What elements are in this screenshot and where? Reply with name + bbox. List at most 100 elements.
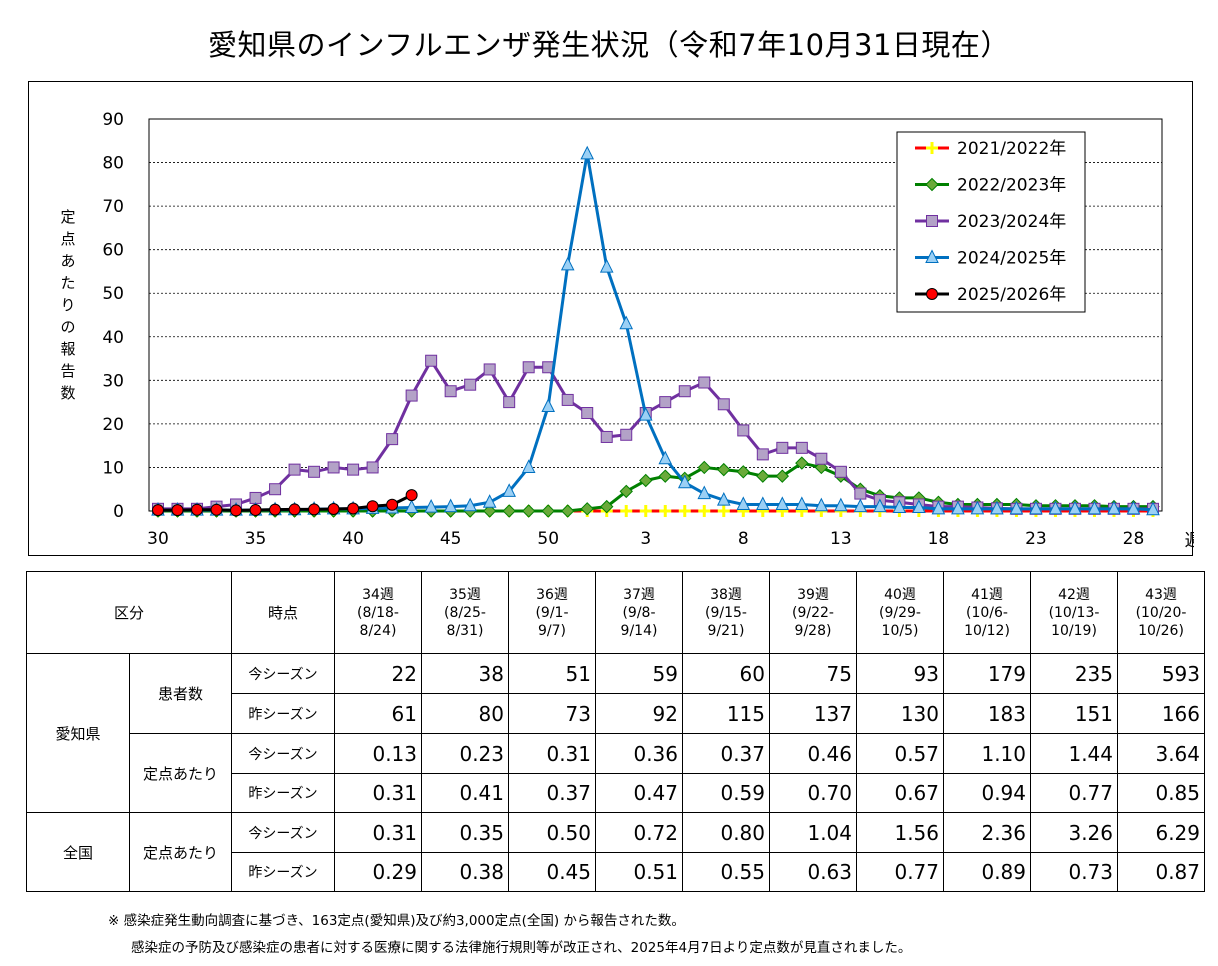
data-table: 区分 時点 34週 (8/18- 8/24) 35週 (8/25- 8/31) 36週 (9/… (26, 571, 1205, 892)
y-axis-label-char: の (60, 318, 76, 336)
y-tick-label: 20 (102, 415, 124, 435)
data-point-3 (638, 407, 653, 421)
week-header-line: 10/19) (1051, 622, 1097, 639)
data-point-2 (756, 448, 769, 461)
table-cell: 0.31 (334, 812, 422, 853)
data-point-1 (795, 456, 809, 470)
data-point-1 (560, 504, 575, 518)
x-tick-label: 3 (640, 529, 651, 549)
data-point-3 (424, 498, 438, 513)
data-point-4 (210, 503, 223, 516)
table-cell: 151 (1030, 693, 1118, 734)
data-point-4 (269, 503, 282, 516)
data-point-1 (619, 484, 633, 499)
data-point-4 (249, 503, 262, 516)
label-last-season: 昨シーズン (231, 693, 335, 734)
data-point-4 (386, 498, 399, 511)
table-cell: 0.29 (334, 852, 422, 892)
data-point-3 (755, 496, 770, 510)
data-point-3 (795, 496, 809, 510)
page-title: 愛知県のインフルエンザ発生状況（令和7年10月31日現在） (208, 28, 1010, 62)
table-cell: 115 (682, 693, 770, 734)
table-row: 全国 定点あたり 今シーズン 0.31 0.35 0.50 0.72 0.80 1.04 1… (26, 812, 1205, 892)
y-tick-label: 70 (102, 197, 124, 217)
table-cell: 1.56 (856, 812, 944, 853)
data-point-3 (1068, 500, 1082, 515)
table-cell: 0.73 (1030, 852, 1118, 892)
table-row: 定点あたり 今シーズン 0.13 0.23 0.31 0.36 0.37 0.46 0.57… (27, 733, 1205, 813)
data-point-3 (716, 491, 731, 506)
y-tick-label: 60 (102, 241, 124, 261)
x-tick-label: 28 (1123, 529, 1145, 549)
x-tick-label: 13 (830, 529, 852, 549)
week-header-line: 41週 (971, 586, 1003, 603)
table-cell: 0.55 (682, 852, 770, 892)
y-tick-label: 90 (102, 110, 124, 130)
y-axis-label: 定点あたりの報告数 (58, 206, 78, 404)
data-point-2 (561, 393, 574, 406)
data-point-3 (853, 498, 868, 513)
data-point-2 (659, 396, 672, 409)
legend-swatch-marker (925, 249, 939, 263)
data-point-1 (639, 473, 653, 488)
table-cell: 0.31 (334, 773, 422, 813)
data-point-3 (463, 497, 477, 512)
table-cell: 2.36 (943, 812, 1031, 853)
week-header-line: (9/22- (792, 604, 834, 621)
table-cell: 3.64 (1117, 733, 1205, 774)
week-header-line: (9/29- (879, 604, 921, 621)
data-point-2 (522, 361, 535, 374)
week-header-line: (9/15- (705, 604, 747, 621)
table-cell: 0.47 (595, 773, 683, 813)
table-cell: 0.31 (508, 733, 596, 774)
data-point-3 (1107, 500, 1121, 515)
data-point-1 (502, 504, 516, 518)
data-point-3 (541, 398, 556, 412)
y-tick-label: 50 (102, 284, 124, 304)
data-point-3 (814, 497, 829, 512)
data-point-2 (464, 378, 477, 391)
legend-label: 2022/2023年 (957, 176, 1066, 196)
y-axis-label-char: 告 (60, 362, 76, 380)
table-cell: 1.10 (943, 733, 1031, 774)
footnote-2: 感染症の予防及び感染症の患者に対する医療に関する法律施行規則等が改正され、202… (131, 940, 912, 956)
table-cell: 0.77 (856, 852, 944, 892)
table-cell: 51 (508, 653, 596, 694)
data-point-1 (697, 460, 711, 475)
data-point-4 (366, 500, 379, 513)
data-point-2 (815, 452, 828, 465)
label-per-point: 定点あたり (129, 812, 232, 892)
label-last-season: 昨シーズン (231, 773, 335, 813)
table-cell: 0.37 (682, 733, 770, 774)
y-tick-label: 80 (102, 154, 124, 174)
table-cell: 166 (1117, 693, 1205, 734)
week-header-line: 10/12) (964, 622, 1010, 639)
data-point-2 (854, 487, 867, 500)
data-point-2 (249, 491, 262, 504)
data-point-2 (795, 441, 808, 454)
header-time: 時点 (231, 571, 335, 654)
table-cell: 0.72 (595, 812, 683, 853)
table-cell: 0.94 (943, 773, 1031, 813)
y-axis-label-char: 数 (60, 384, 76, 402)
table-cell: 1.44 (1030, 733, 1118, 774)
table-cell: 0.45 (508, 852, 596, 892)
data-point-2 (366, 461, 379, 474)
data-point-3 (970, 500, 985, 515)
week-header-line: 35週 (449, 586, 481, 603)
data-point-3 (443, 498, 458, 513)
week-header-line: 9/28) (794, 622, 832, 639)
header-category: 区分 (26, 571, 232, 654)
week-header-line: 10/26) (1138, 622, 1184, 639)
data-point-3 (736, 496, 751, 510)
y-axis-label-char: 報 (60, 340, 76, 358)
line-chart: 0 10 20 30 40 50 60 70 80 90 30 35 40 45 50 3 8 13 18 23 28 週… (102, 110, 1194, 551)
y-tick-label: 10 (102, 458, 124, 478)
table-cell: 0.50 (508, 812, 596, 853)
week-header-line: 9/21) (707, 622, 745, 639)
data-point-3 (775, 496, 790, 510)
data-point-3 (1087, 500, 1102, 515)
data-point-3 (658, 450, 673, 465)
region-national: 全国 (26, 812, 130, 892)
label-last-season: 昨シーズン (231, 852, 335, 892)
